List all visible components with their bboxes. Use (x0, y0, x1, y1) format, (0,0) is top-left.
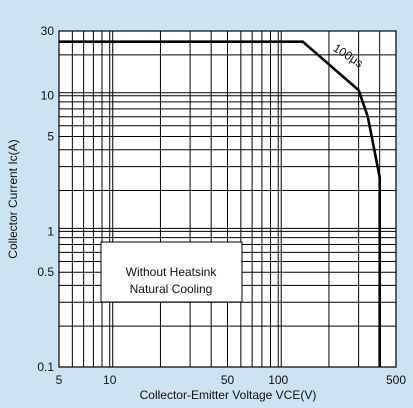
x-tick-label: 5 (56, 373, 63, 387)
y-tick-label: 1 (47, 224, 54, 238)
y-axis-label: Collector Current Ic(A) (6, 139, 20, 258)
y-tick-label: 0.1 (37, 360, 54, 374)
x-axis-label: Collector-Emitter Voltage VCE(V) (140, 388, 317, 402)
legend-line-1: Without Heatsink (126, 265, 218, 279)
x-tick-label: 10 (103, 373, 117, 387)
x-tick-label: 100 (268, 373, 288, 387)
legend-box: Without Heatsink Natural Cooling (100, 241, 243, 303)
y-tick-label: 0.5 (37, 265, 54, 279)
legend-line-2: Natural Cooling (130, 282, 213, 296)
soa-boundary-line (59, 40, 382, 367)
x-tick-label: 50 (221, 373, 235, 387)
y-tick-label: 30 (41, 24, 55, 38)
tick-labels: 5 10 50 100 500 0.1 0.5 1 5 10 30 (37, 24, 406, 387)
y-tick-label: 5 (47, 130, 54, 144)
y-tick-label: 10 (41, 89, 55, 103)
plot-border (58, 30, 397, 368)
legend-box-frame (100, 241, 243, 303)
x-tick-label: 500 (386, 373, 406, 387)
